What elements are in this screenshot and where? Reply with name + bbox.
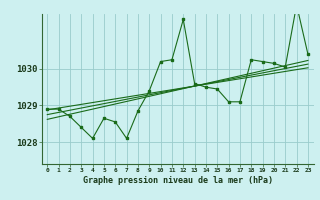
X-axis label: Graphe pression niveau de la mer (hPa): Graphe pression niveau de la mer (hPa): [83, 176, 273, 185]
